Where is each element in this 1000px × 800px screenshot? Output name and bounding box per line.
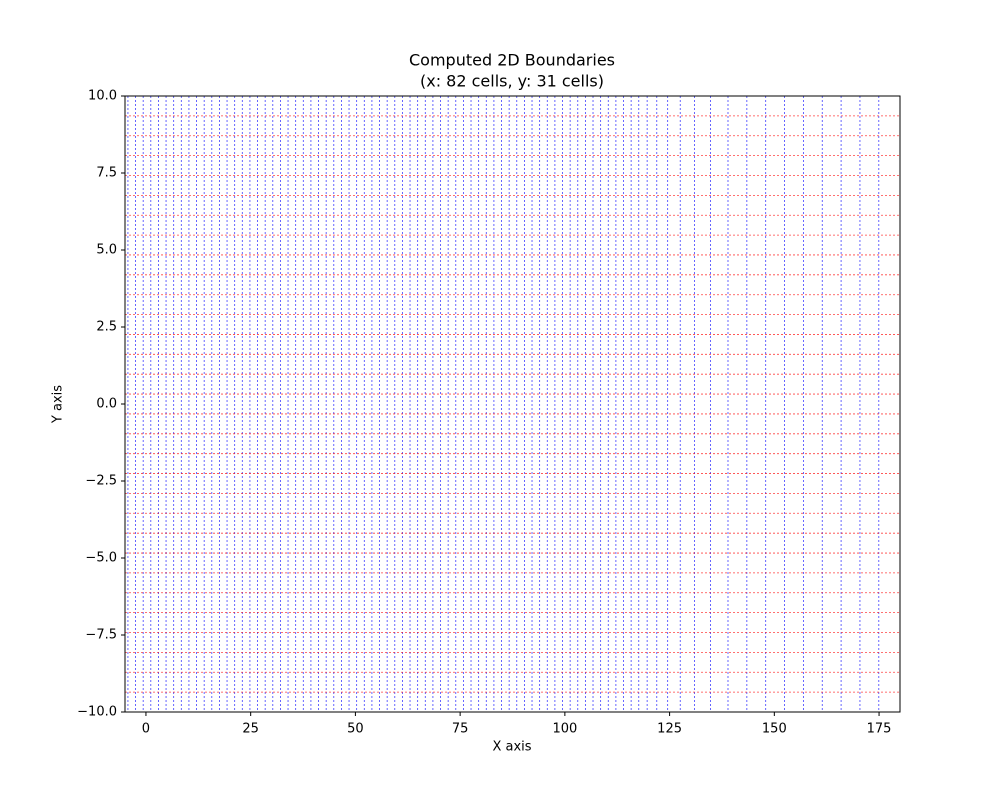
x-tick-label: 0 <box>142 722 150 737</box>
x-tick-label: 50 <box>347 722 364 737</box>
y-tick-label: 7.5 <box>96 166 117 181</box>
x-tick-label: 175 <box>867 722 892 737</box>
y-tick-label: −10.0 <box>77 705 117 720</box>
y-tick-label: 5.0 <box>96 243 117 258</box>
chart-title: Computed 2D Boundaries <box>409 51 615 70</box>
x-tick-label: 75 <box>452 722 469 737</box>
y-tick-label: −2.5 <box>85 474 117 489</box>
x-tick-label: 150 <box>762 722 787 737</box>
x-tick-label: 25 <box>242 722 259 737</box>
x-axis-label: X axis <box>492 740 531 755</box>
y-tick-label: −7.5 <box>85 628 117 643</box>
y-tick-label: 0.0 <box>96 397 117 412</box>
y-tick-label: 10.0 <box>88 89 117 104</box>
y-axis-label: Y axis <box>51 385 66 424</box>
y-tick-label: −5.0 <box>85 551 117 566</box>
chart-subtitle: (x: 82 cells, y: 31 cells) <box>420 72 604 91</box>
y-tick-label: 2.5 <box>96 320 117 335</box>
x-tick-label: 100 <box>552 722 577 737</box>
x-tick-label: 125 <box>657 722 682 737</box>
